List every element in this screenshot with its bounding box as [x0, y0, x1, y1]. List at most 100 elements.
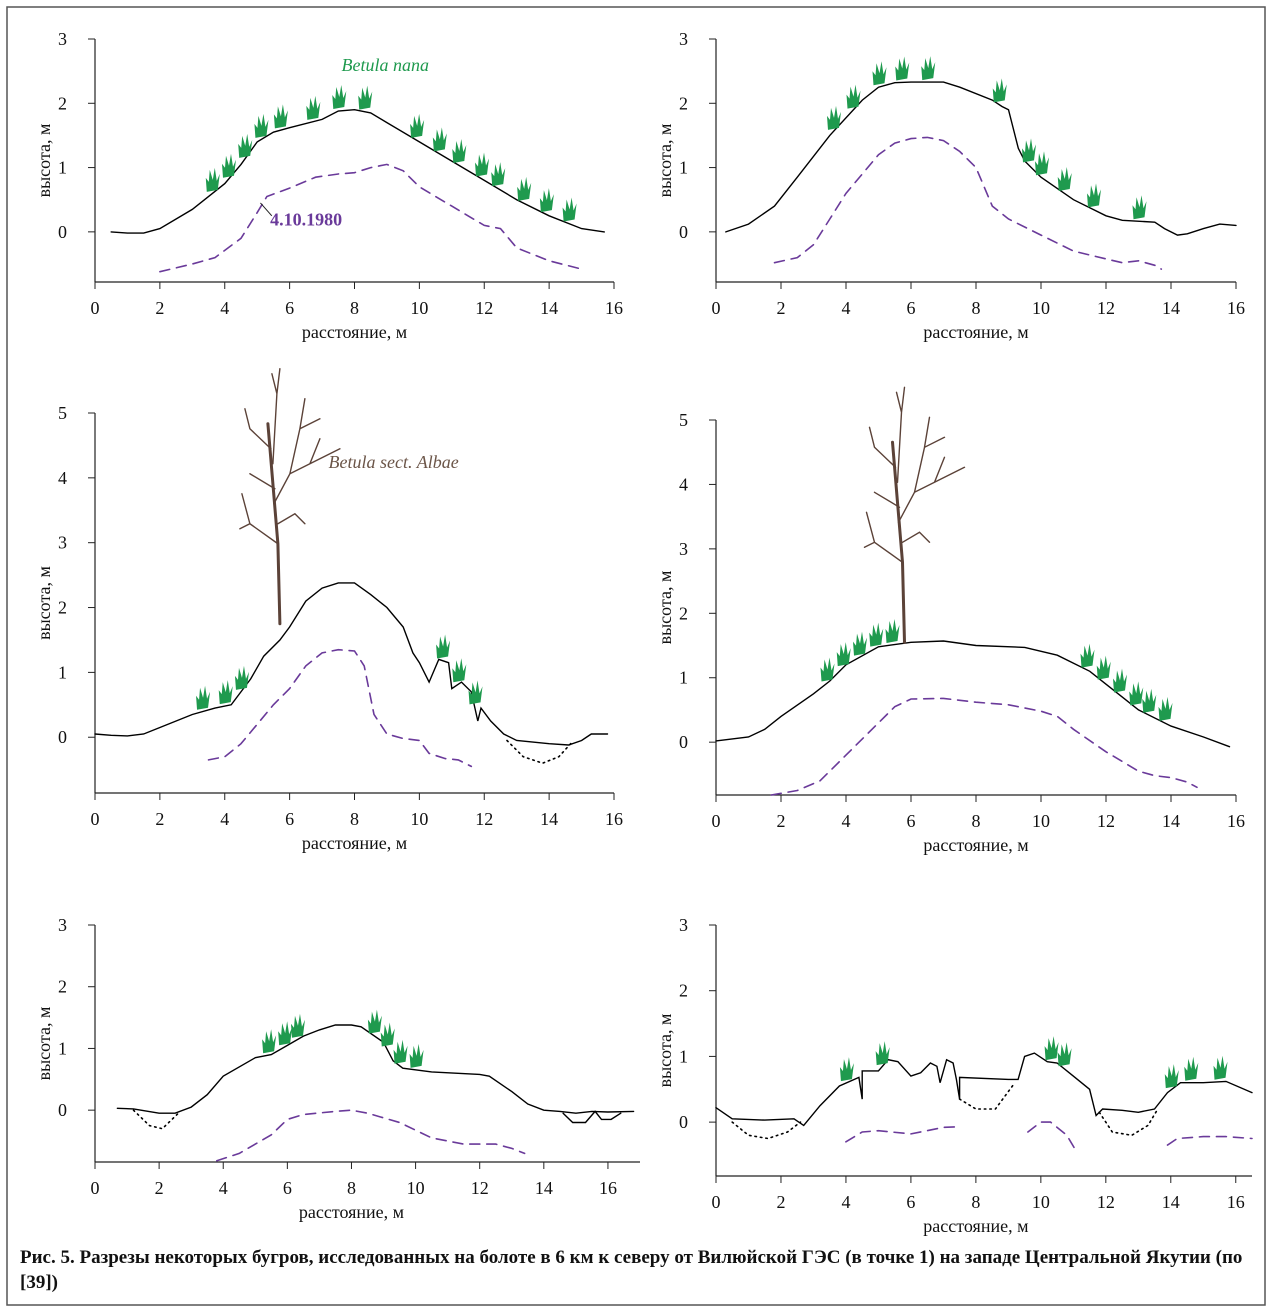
shrub-icon: [992, 78, 1007, 103]
shrub-icon: [1142, 688, 1157, 713]
y-tick-label: 0: [58, 222, 67, 242]
shrub-icon: [1044, 1036, 1059, 1061]
x-tick-label: 4: [220, 809, 229, 829]
x-tick-label: 0: [91, 1178, 100, 1198]
shrub-leaves: [895, 56, 910, 81]
x-tick-label: 2: [776, 1192, 785, 1212]
x-tick-label: 6: [906, 1192, 915, 1212]
shrub-leaves: [468, 680, 483, 705]
y-axis-label: высота, м: [655, 1014, 675, 1088]
profile-line: [562, 1110, 622, 1124]
shrub-icon: [539, 188, 554, 213]
x-tick-label: 14: [1162, 811, 1180, 831]
shrub-leaves: [221, 153, 236, 178]
x-tick-label: 2: [155, 1178, 164, 1198]
shrub-icon: [452, 139, 467, 163]
shrub-leaves: [452, 658, 467, 683]
x-tick-label: 0: [91, 298, 100, 318]
x-tick-label: 16: [605, 809, 623, 829]
x-tick-label: 16: [605, 298, 623, 318]
shrub-leaves: [1213, 1055, 1228, 1080]
profile-line: [731, 1081, 1159, 1140]
shrub-icon: [836, 642, 851, 667]
shrub-icon: [332, 85, 347, 109]
shrub-leaves: [1057, 166, 1072, 191]
shrub-leaves: [491, 162, 506, 187]
x-tick-label: 16: [1227, 811, 1245, 831]
shrub-leaves: [432, 127, 447, 152]
y-tick-label: 1: [58, 662, 67, 682]
shrub-leaves: [517, 176, 532, 201]
x-tick-label: 8: [971, 1192, 980, 1212]
shrub-leaves: [393, 1039, 408, 1064]
x-axis-label: расстояние, м: [302, 322, 407, 342]
shrub-leaves: [869, 622, 884, 647]
x-tick-label: 0: [91, 809, 100, 829]
x-tick-label: 16: [1227, 298, 1245, 318]
y-tick-label: 3: [58, 915, 67, 935]
shrub-icon: [1087, 183, 1101, 208]
tree-icon: [863, 386, 966, 644]
shrub-icon: [885, 619, 900, 643]
shrub-icon: [839, 1057, 854, 1082]
shrub-icon: [273, 104, 288, 129]
shrub-icon: [846, 84, 861, 109]
shrub-icon: [262, 1029, 277, 1054]
x-tick-label: 16: [599, 1178, 617, 1198]
shrub-leaves: [1158, 696, 1173, 721]
shrub-icon: [1164, 1064, 1179, 1089]
shrub-icon: [921, 56, 936, 81]
x-tick-label: 10: [410, 809, 428, 829]
shrub-icon: [1113, 668, 1127, 693]
shrub-leaves: [1087, 183, 1101, 208]
shrub-icon: [491, 162, 506, 187]
y-tick-label: 2: [58, 598, 67, 618]
shrub-leaves: [358, 85, 373, 110]
y-tick-label: 1: [679, 1046, 688, 1066]
x-tick-label: 8: [972, 811, 981, 831]
x-axis-label: расстояние, м: [923, 835, 1028, 855]
y-tick-label: 1: [679, 668, 688, 688]
shrub-leaves: [1184, 1056, 1199, 1081]
shrub-leaves: [1044, 1036, 1059, 1061]
shrub-icon: [254, 113, 269, 138]
y-tick-label: 4: [679, 474, 688, 494]
profile-line: [116, 1024, 635, 1114]
frame: [6, 6, 1266, 1306]
y-tick-label: 0: [58, 1100, 67, 1120]
shrub-leaves: [1057, 1042, 1072, 1067]
shrub-icon: [1184, 1056, 1199, 1081]
profile-line: [110, 108, 605, 234]
profile-line: [207, 648, 473, 768]
shrub-leaves: [872, 61, 887, 86]
profile-line: [506, 739, 573, 765]
shrub-leaves: [836, 642, 851, 667]
shrub-icon: [468, 680, 483, 705]
shrub-icon: [853, 631, 867, 656]
y-tick-label: 0: [58, 727, 67, 747]
tree-branches: [239, 368, 341, 545]
shrub-leaves: [262, 1029, 277, 1054]
y-axis-label: высота, м: [655, 124, 675, 198]
shrub-icon: [367, 1009, 382, 1034]
y-tick-label: 3: [679, 539, 688, 559]
x-axis-label: расстояние, м: [923, 1216, 1028, 1236]
shrub-leaves: [409, 1043, 424, 1068]
shrub-icon: [1035, 151, 1049, 176]
x-tick-label: 4: [841, 1192, 850, 1212]
y-axis-label: высота, м: [34, 124, 54, 198]
shrub-leaves: [278, 1021, 293, 1046]
y-tick-label: 1: [58, 1038, 67, 1058]
tree-branches: [863, 386, 966, 563]
x-tick-label: 6: [283, 1178, 292, 1198]
shrub-leaves: [1096, 655, 1111, 680]
shrub-leaves: [1132, 195, 1147, 220]
x-tick-label: 14: [535, 1178, 553, 1198]
shrub-icon: [393, 1039, 408, 1064]
y-tick-label: 3: [58, 29, 67, 49]
shrub-icon: [1158, 696, 1173, 721]
x-tick-label: 12: [1097, 811, 1115, 831]
x-tick-label: 10: [407, 1178, 425, 1198]
